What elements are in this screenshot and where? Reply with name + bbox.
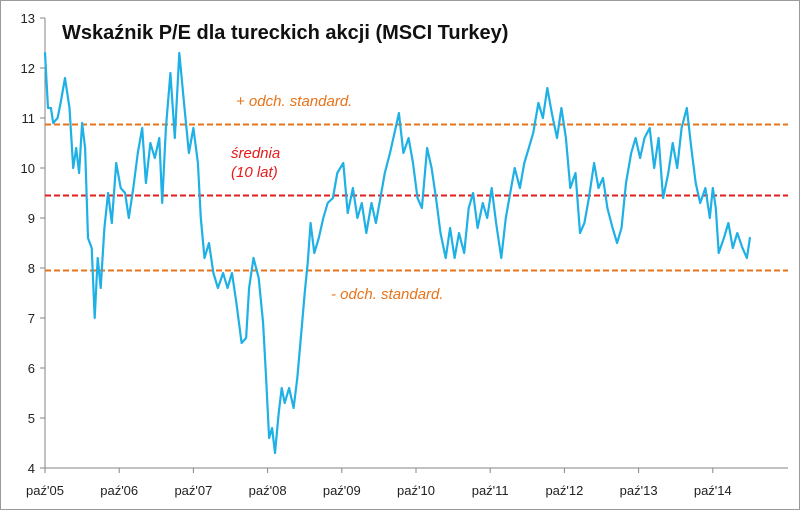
x-tick-label: paź'13 bbox=[620, 483, 658, 498]
mean-label-line2: (10 lat) bbox=[231, 164, 278, 181]
minus-std-label: - odch. standard. bbox=[331, 286, 444, 303]
x-tick-label: paź'11 bbox=[472, 483, 509, 498]
y-tick-label: 4 bbox=[28, 461, 35, 476]
x-tick-label: paź'07 bbox=[174, 483, 212, 498]
y-tick-label: 6 bbox=[28, 361, 35, 376]
x-tick-label: paź'06 bbox=[100, 483, 138, 498]
y-tick-label: 7 bbox=[28, 311, 35, 326]
chart-title: Wskaźnik P/E dla tureckich akcji (MSCI T… bbox=[62, 22, 509, 44]
mean-label-line1: średnia bbox=[231, 145, 281, 162]
y-tick-label: 8 bbox=[28, 261, 35, 276]
chart-axes: 4 5 6 7 8 9 10 11 12 13 paź'05 paź'06 paź'07 paź'08 pa… bbox=[21, 11, 788, 498]
x-tick-label: paź'09 bbox=[323, 483, 361, 498]
pe-series-line bbox=[43, 51, 752, 455]
y-tick-label: 11 bbox=[22, 111, 36, 126]
series-layer bbox=[43, 51, 752, 455]
y-tick-label: 10 bbox=[21, 161, 35, 176]
x-tick-label: paź'08 bbox=[249, 483, 287, 498]
y-tick-label: 12 bbox=[21, 61, 35, 76]
y-tick-label: 5 bbox=[28, 411, 35, 426]
x-tick-label: paź'05 bbox=[26, 483, 64, 498]
y-tick-label: 13 bbox=[21, 11, 35, 26]
plus-std-label: + odch. standard. bbox=[236, 93, 353, 110]
x-tick-label: paź'10 bbox=[397, 483, 435, 498]
x-tick-label: paź'14 bbox=[694, 483, 732, 498]
x-tick-label: paź'12 bbox=[545, 483, 583, 498]
y-tick-label: 9 bbox=[28, 211, 35, 226]
